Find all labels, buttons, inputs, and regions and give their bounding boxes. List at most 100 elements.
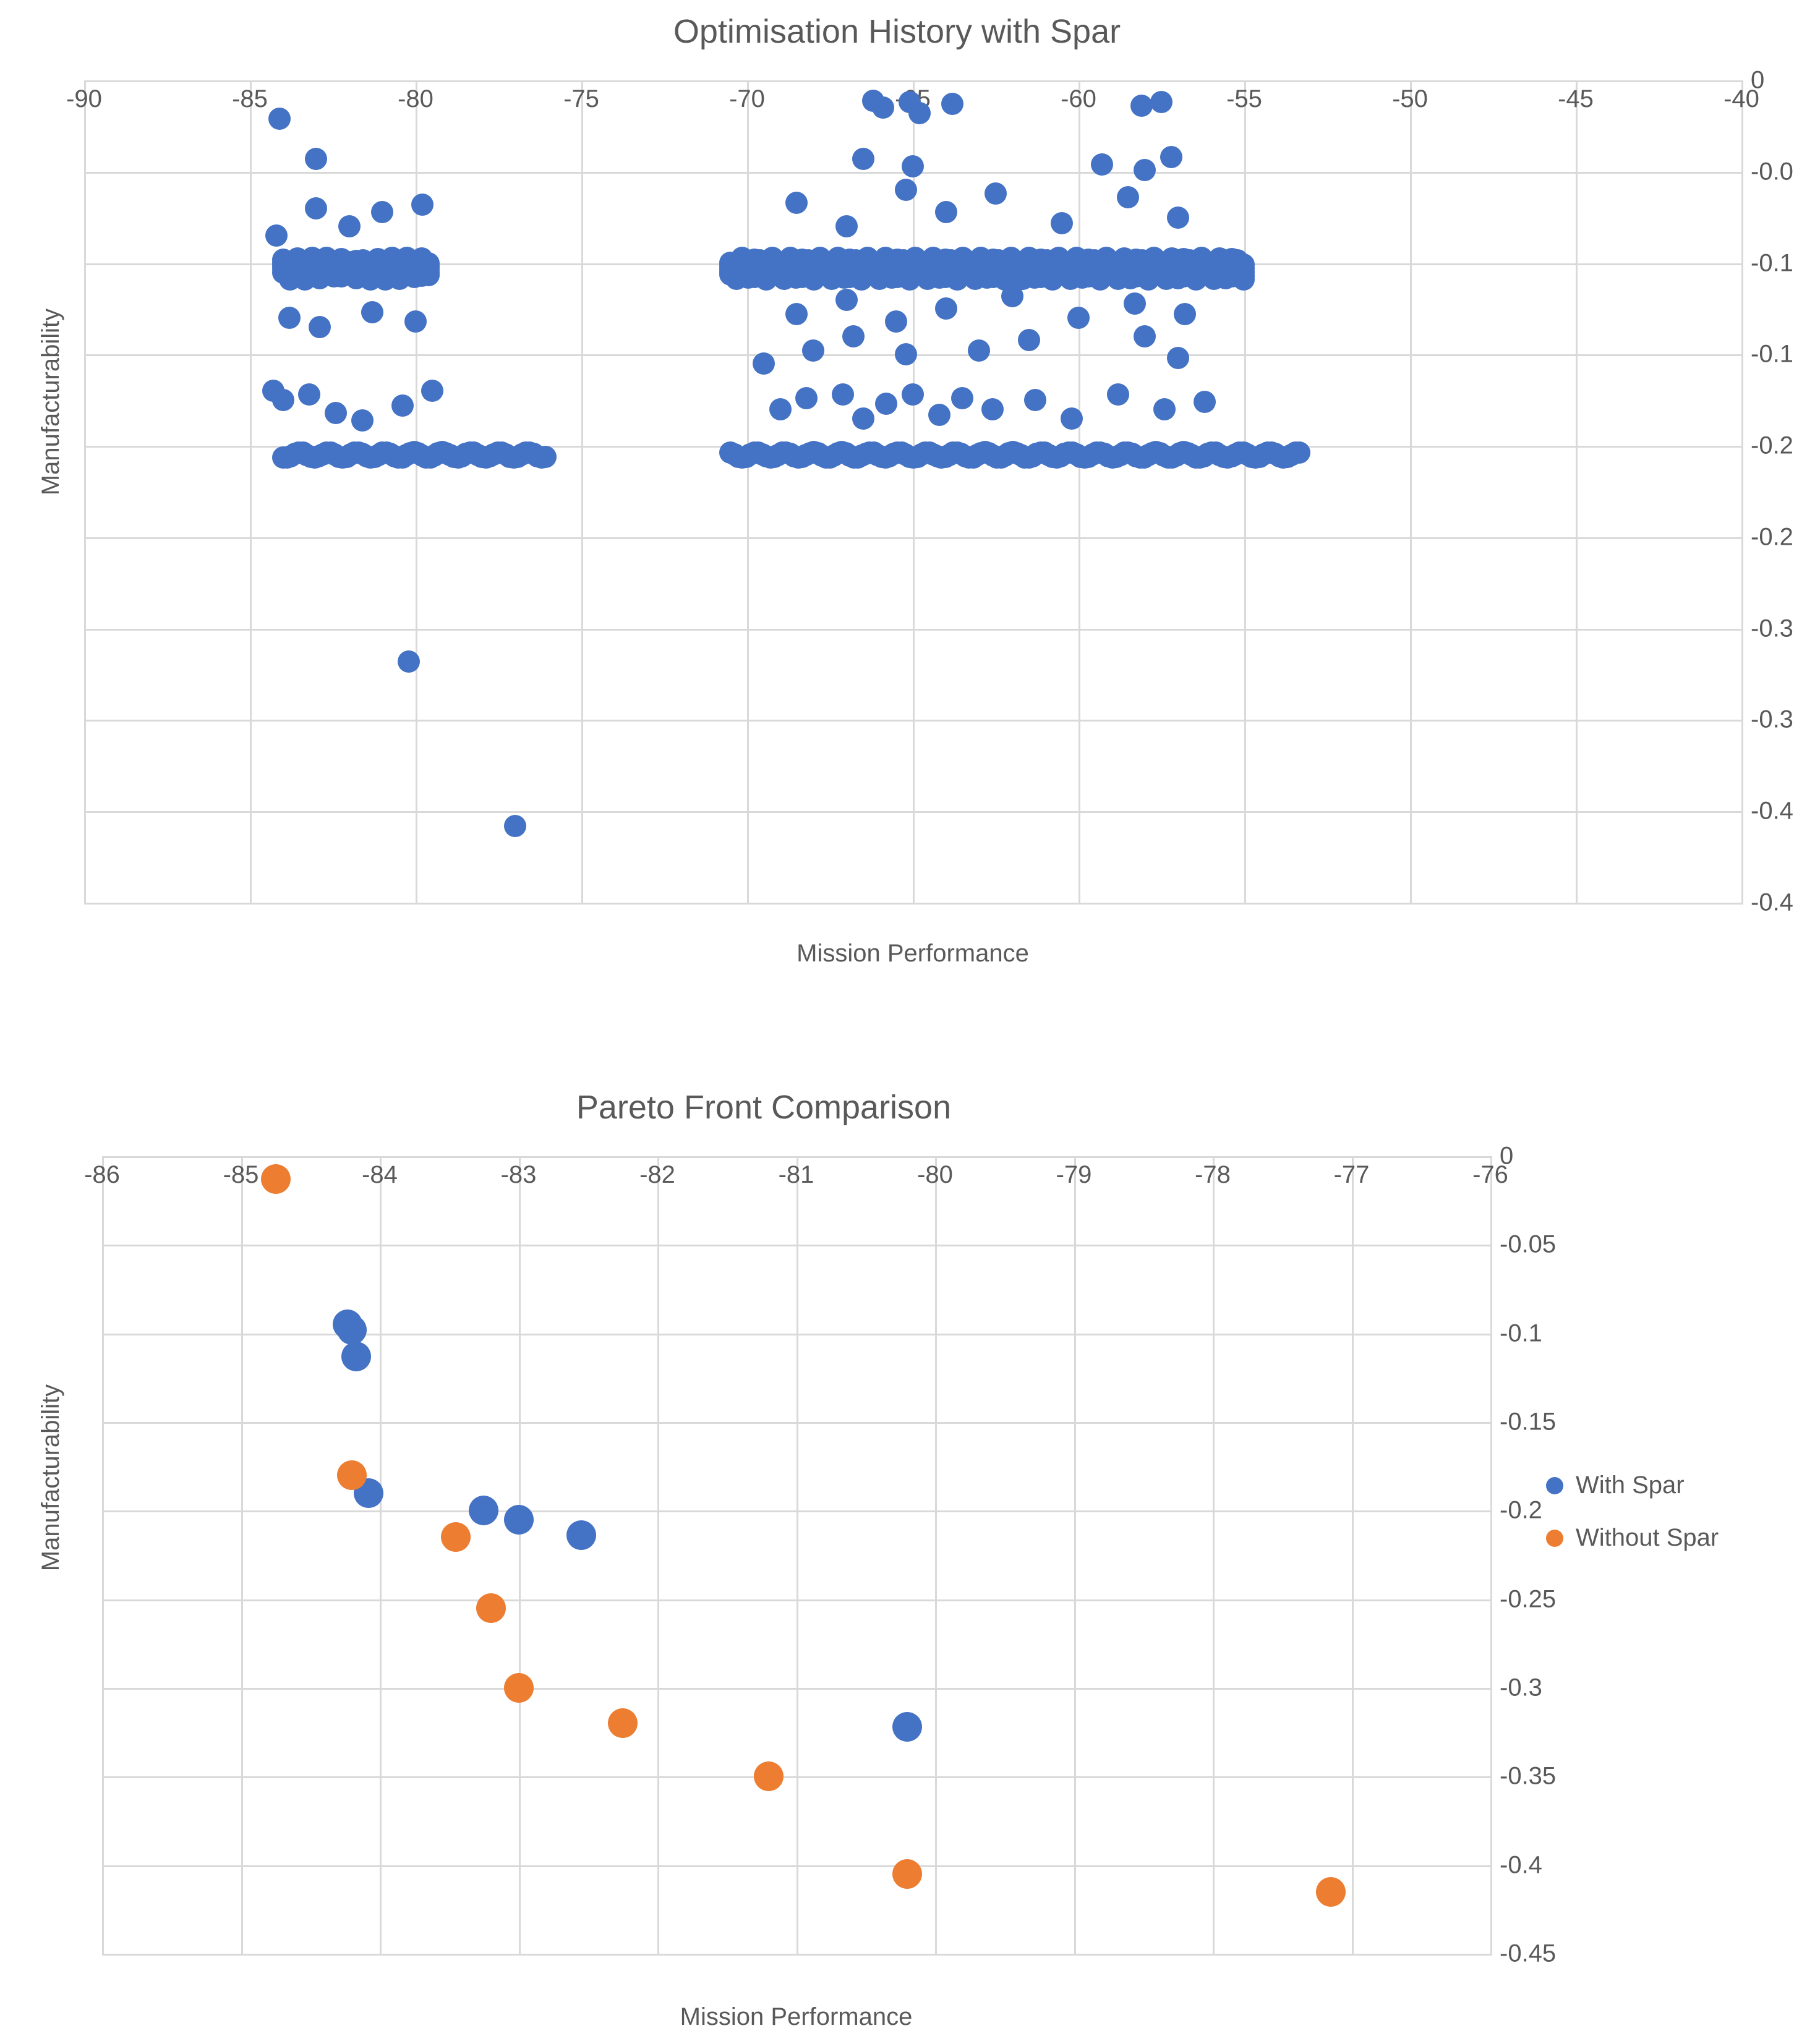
xtick-label: -85 (232, 85, 268, 113)
data-point (981, 398, 1004, 420)
xtick-label: -80 (917, 1161, 953, 1189)
data-point (337, 1460, 367, 1490)
gridline-v (1576, 80, 1578, 903)
gridline-h (84, 80, 1741, 82)
ytick-label: -0.2 (1751, 432, 1793, 460)
gridline-v (1079, 80, 1080, 903)
chart1-plot-area: -90-85-80-75-70-65-60-55-50-45-400-0.05-… (84, 80, 1743, 905)
gridline-h (84, 811, 1741, 813)
gridline-v (747, 80, 749, 903)
gridline-v (1244, 80, 1246, 903)
data-point (892, 1859, 922, 1889)
data-point (1150, 91, 1173, 113)
ytick-label: -0.05 (1500, 1231, 1556, 1259)
gridline-v (913, 80, 915, 903)
gridline-v (102, 1156, 104, 1954)
chart2-title: Pareto Front Comparison (0, 1088, 1527, 1126)
data-point (298, 383, 320, 406)
data-point (935, 201, 957, 223)
gridline-h (102, 1422, 1490, 1424)
ytick-label: -0.15 (1500, 1408, 1556, 1436)
xtick-label: -60 (1061, 85, 1096, 113)
data-point (337, 1315, 367, 1345)
data-point (398, 650, 420, 673)
data-point (371, 201, 393, 223)
data-point (1153, 398, 1176, 420)
data-point (902, 383, 924, 406)
data-point (325, 402, 347, 424)
data-point (1117, 186, 1139, 208)
gridline-v (1741, 80, 1743, 903)
xtick-label: -81 (779, 1161, 814, 1189)
gridline-v (519, 1156, 521, 1954)
data-point (309, 316, 331, 338)
data-point (305, 197, 327, 219)
data-point (272, 389, 294, 411)
ytick-label: -0.1 (1751, 249, 1793, 277)
data-point (852, 148, 874, 170)
ytick-label: 0 (1500, 1143, 1513, 1170)
xtick-label: -45 (1558, 85, 1594, 113)
ytick-label: -0.45 (1751, 889, 1794, 917)
xtick-label: -77 (1334, 1161, 1370, 1189)
gridline-h (102, 1599, 1490, 1601)
data-point (1091, 153, 1113, 176)
data-point (753, 352, 775, 375)
data-point (769, 398, 792, 420)
gridline-h (102, 1510, 1490, 1512)
data-point (504, 1673, 534, 1703)
data-point (785, 192, 808, 214)
gridline-v (1410, 80, 1412, 903)
page: Optimisation History with Spar -90-85-80… (0, 0, 1794, 2044)
data-point (341, 1342, 371, 1371)
data-point (1051, 212, 1073, 234)
legend-item: With Spar (1546, 1471, 1719, 1499)
gridline-v (1490, 1156, 1492, 1954)
data-point (935, 297, 957, 320)
data-point (1232, 268, 1255, 291)
gridline-h (102, 1334, 1490, 1335)
data-point (566, 1520, 596, 1550)
data-point (902, 155, 924, 177)
data-point (875, 393, 897, 415)
data-point (754, 1761, 784, 1791)
chart1-xlabel: Mission Performance (84, 940, 1741, 968)
data-point (1288, 441, 1310, 464)
data-point (872, 96, 894, 119)
data-point (941, 93, 963, 115)
data-point (1067, 307, 1090, 329)
ytick-label: -0.15 (1751, 341, 1794, 368)
data-point (1061, 407, 1083, 430)
data-point (892, 1712, 922, 1742)
data-point (1124, 292, 1146, 315)
gridline-v (1213, 1156, 1215, 1954)
data-point (504, 815, 526, 837)
xtick-label: -84 (362, 1161, 398, 1189)
ytick-label: -0.2 (1500, 1497, 1542, 1525)
data-point (1001, 285, 1023, 307)
ytick-label: -0.35 (1751, 706, 1794, 734)
chart1-ylabel: Manufacturability (37, 185, 65, 618)
gridline-v (250, 80, 252, 903)
data-point (835, 215, 858, 237)
xtick-label: -55 (1226, 85, 1262, 113)
data-point (476, 1593, 506, 1623)
gridline-h (84, 629, 1741, 631)
gridline-v (380, 1156, 382, 1954)
data-point (305, 148, 327, 170)
gridline-v (581, 80, 583, 903)
data-point (951, 387, 973, 409)
data-point (908, 102, 931, 124)
data-point (268, 108, 291, 130)
gridline-h (102, 1688, 1490, 1690)
data-point (1018, 329, 1040, 351)
data-point (1134, 325, 1156, 347)
ytick-label: -0.3 (1751, 615, 1793, 642)
data-point (1167, 207, 1189, 229)
data-point (1130, 95, 1153, 117)
gridline-h (102, 1865, 1490, 1867)
data-point (842, 325, 865, 347)
data-point (1316, 1877, 1346, 1907)
gridline-v (935, 1156, 937, 1954)
ytick-label: -0.05 (1751, 158, 1794, 185)
